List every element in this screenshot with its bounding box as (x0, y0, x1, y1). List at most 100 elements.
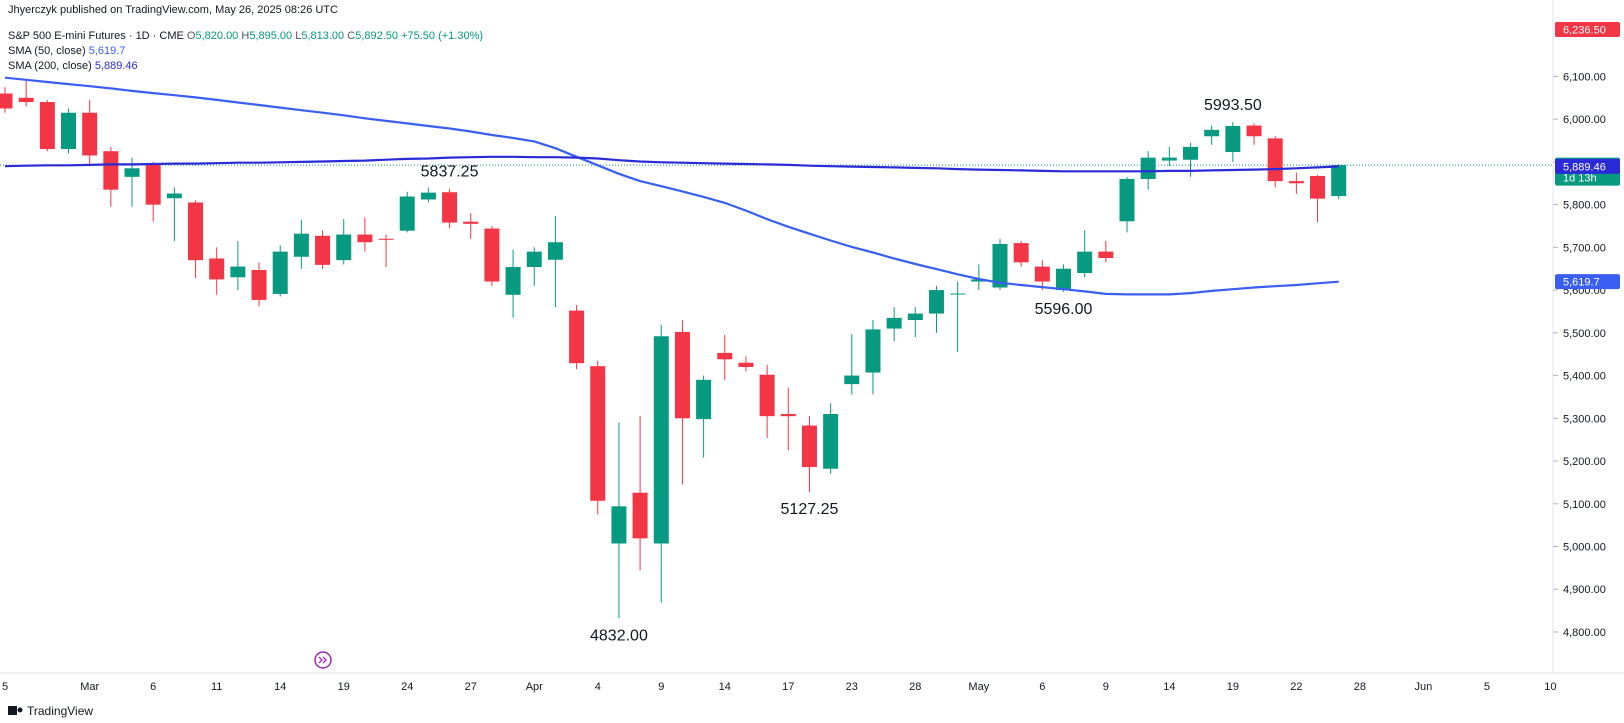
x-tick-label: 11 (211, 681, 222, 693)
candle-body (1310, 175, 1326, 199)
candle (674, 320, 690, 485)
replay-icon-glyph (318, 656, 327, 664)
candle (823, 403, 839, 474)
candle-body (1288, 181, 1304, 184)
candle (950, 281, 966, 353)
candle (738, 356, 754, 372)
candle-body (759, 374, 775, 417)
ohlc-key: L (295, 30, 302, 42)
candle-body (442, 192, 458, 223)
candle (1161, 146, 1177, 167)
candle (505, 249, 521, 318)
price-tag: 5,619.7 (1555, 274, 1620, 290)
candle (188, 200, 204, 279)
candle (61, 108, 77, 154)
candle (590, 360, 606, 515)
price-tag-bg (1555, 22, 1620, 37)
candle-body (865, 329, 881, 373)
candle (1119, 176, 1135, 233)
candle-body (82, 112, 98, 156)
candle (336, 219, 352, 265)
price-tag-bg (1555, 274, 1620, 290)
candle (928, 285, 944, 333)
candle-body (886, 317, 902, 329)
candle (39, 99, 55, 152)
candle (484, 225, 500, 286)
ohlc-key: C (347, 30, 356, 42)
candle (1225, 121, 1241, 162)
price-tag: 5,889.46 (1555, 158, 1620, 174)
candle (569, 305, 585, 370)
price-annotation: 4832.00 (590, 627, 648, 644)
x-tick-label: 6 (1039, 681, 1045, 693)
candle-body (992, 243, 1008, 288)
brand-logo (8, 706, 23, 715)
candle (780, 387, 796, 451)
x-tick-label: 14 (274, 681, 286, 693)
candle (1056, 264, 1071, 292)
x-tick-label: 14 (719, 681, 731, 693)
candle (759, 364, 775, 438)
candle-body (420, 192, 436, 200)
publisher-line: Jhyerczyk published on TradingView.com, … (8, 4, 338, 16)
candle-body (39, 102, 55, 150)
x-tick-label: Mar (80, 681, 99, 693)
x-tick-label: 22 (1290, 681, 1302, 693)
candle (209, 247, 225, 295)
y-tick-label: 6,100.00 (1563, 71, 1606, 83)
price-tag-label: 5,619.7 (1563, 277, 1600, 289)
candle (632, 416, 648, 571)
candle (357, 217, 373, 252)
candle (1246, 123, 1262, 145)
x-tick-label: 6 (150, 681, 156, 693)
candle-body (590, 366, 606, 501)
candle-body (823, 414, 839, 469)
candle-body (124, 168, 140, 177)
brand: TradingView (27, 704, 93, 718)
candle-body (463, 221, 479, 224)
candle (1034, 260, 1050, 291)
indicator-label: SMA (200, close) (8, 60, 92, 72)
legend-symbol-line: S&P 500 E-mini Futures · 1D · CME O5,820… (8, 30, 483, 42)
candle-body (251, 270, 267, 300)
candle (1204, 125, 1220, 145)
candle (971, 264, 987, 291)
candle-body (1161, 157, 1177, 161)
candle-body (1246, 125, 1262, 137)
candle (1013, 240, 1029, 267)
x-tick-label: 5 (2, 681, 8, 693)
candle-body (696, 379, 712, 420)
candle-body (230, 266, 246, 278)
y-tick-label: 5,800.00 (1563, 200, 1606, 212)
candle-body (674, 331, 690, 419)
replay-icon[interactable] (314, 651, 332, 669)
x-tick-label: 28 (909, 681, 921, 693)
price-tag: 6,236.50 (1555, 22, 1620, 37)
price-tag-label: 5,889.46 (1563, 161, 1606, 173)
price-annotation: 5993.50 (1204, 97, 1262, 114)
x-tick-label: 14 (1163, 681, 1175, 693)
x-tick-label: 17 (782, 681, 794, 693)
candle-body (717, 352, 733, 360)
candle-body (1034, 266, 1050, 282)
candle-body (1183, 146, 1199, 160)
candle (717, 334, 733, 380)
candle-body (907, 313, 923, 321)
candle (801, 416, 817, 493)
price-annotation: 5127.25 (781, 501, 839, 518)
candle-body (1013, 243, 1029, 263)
candle (145, 161, 161, 222)
y-tick-label: 4,900.00 (1563, 584, 1606, 596)
candle-body (844, 375, 860, 385)
candle (653, 324, 669, 603)
candle-body (293, 233, 309, 257)
candle-body (103, 151, 119, 190)
candle (907, 307, 923, 338)
x-tick-label: 9 (1103, 681, 1109, 693)
candle (124, 157, 140, 207)
symbol: S&P 500 E-mini Futures · 1D · CME (8, 30, 184, 42)
candle (251, 262, 267, 307)
candle (420, 187, 436, 203)
candle-body (1225, 125, 1241, 153)
